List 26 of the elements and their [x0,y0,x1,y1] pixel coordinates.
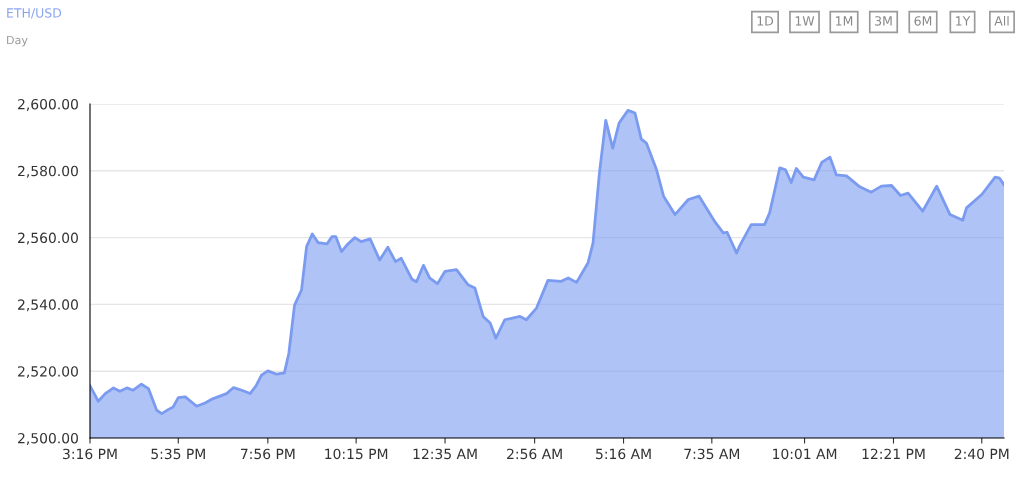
chart-title: ETH/USD [7,8,62,19]
x-tick-label: 7:35 AM [684,448,740,460]
y-tick-label: 2,560.00 [18,232,78,245]
y-tick-label: 2,600.00 [18,98,78,111]
x-tick-label: 12:35 AM [413,448,477,460]
text: All [994,15,1009,26]
text: 1Y [956,16,971,26]
x-tick-label: 5:35 PM [151,448,205,460]
text: 6M [914,16,932,26]
y-tick-label: 2,500.00 [18,432,78,445]
x-tick-label: 2:40 PM [954,448,1009,460]
text: 1M [836,16,853,26]
text: 1D [757,16,774,26]
y-tick-label: 2,580.00 [18,165,78,178]
y-tick-label: 2,520.00 [18,366,78,379]
text: 3M [875,16,892,26]
x-tick-label: 7:56 PM [241,448,295,460]
x-tick-label: 5:16 AM [596,448,651,460]
x-tick-label: 10:15 PM [325,448,388,460]
chart-subtitle: Day [7,35,28,47]
x-tick-label: 3:16 PM [63,448,117,460]
x-tick-label: 12:21 PM [862,448,925,459]
y-tick-label: 2,540.00 [18,299,78,312]
text: 1W [795,16,815,26]
x-tick-label: 10:01 AM [773,448,837,460]
x-tick-label: 2:56 AM [507,448,562,460]
